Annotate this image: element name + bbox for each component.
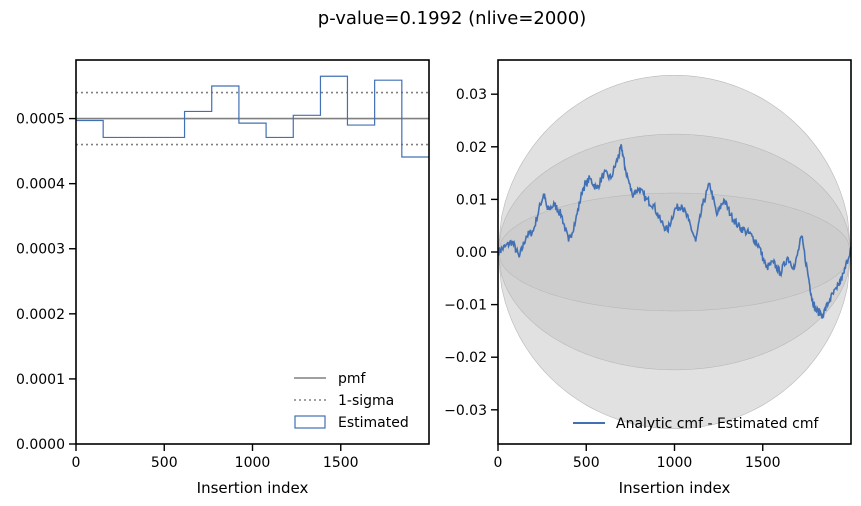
left-x-tick-label: 500 — [151, 455, 178, 471]
left-x-tick-label: 1500 — [323, 455, 359, 471]
right-x-tick-label: 0 — [494, 455, 503, 471]
right-x-tick-label: 1500 — [745, 455, 781, 471]
left-x-axis-label: Insertion index — [197, 479, 309, 497]
right-y-tick-label: 0.03 — [456, 87, 487, 103]
right-y-tick-label: 0.02 — [456, 140, 487, 156]
right-legend: Analytic cmf - Estimated cmf — [573, 416, 819, 432]
left-y-tick-label: 0.0002 — [16, 307, 65, 323]
right-x-axis-label: Insertion index — [619, 479, 731, 497]
right-y-tick-label: −0.02 — [444, 350, 487, 366]
right-x-tick-label: 1000 — [657, 455, 693, 471]
left-y-tick-label: 0.0000 — [16, 437, 65, 453]
left-x-tick-label: 0 — [72, 455, 81, 471]
left-x-tick-label: 1000 — [235, 455, 271, 471]
legend-estimated-swatch — [294, 415, 326, 429]
left-legend: pmf 1-sigma Estimated — [294, 371, 409, 431]
right-x-tick-label: 500 — [573, 455, 600, 471]
legend-pmf-label: pmf — [338, 371, 367, 387]
legend-cmf-diff-label: Analytic cmf - Estimated cmf — [616, 416, 819, 432]
legend-estimated-label: Estimated — [338, 415, 409, 431]
left-plot-area — [76, 75, 429, 158]
left-axes-frame — [75, 59, 430, 445]
cmf-difference-line — [497, 144, 852, 319]
left-chart: 0 500 1000 1500 0.0000 0.0001 0.0002 0.0003 0.00… — [16, 59, 430, 497]
legend-1sigma-label: 1-sigma — [338, 393, 394, 409]
figure-title: p-value=0.1992 (nlive=2000) — [318, 8, 586, 29]
estimated-step-line — [76, 75, 429, 158]
left-y-tick-label: 0.0003 — [16, 242, 65, 258]
right-y-tick-label: −0.01 — [444, 298, 487, 314]
left-y-tick-label: 0.0001 — [16, 372, 65, 388]
right-y-tick-label: −0.03 — [444, 403, 487, 419]
right-ticks: 0 500 1000 1500 0.03 0.02 0.01 0.00 −0.01 −0.02 −0… — [444, 87, 780, 471]
right-y-tick-label: 0.01 — [456, 192, 487, 208]
right-y-tick-label: 0.00 — [456, 245, 487, 261]
left-ticks: 0 500 1000 1500 0.0000 0.0001 0.0002 0.0003 0.00… — [16, 112, 359, 471]
right-plot-area — [497, 74, 852, 430]
left-y-tick-label: 0.0005 — [16, 112, 65, 128]
right-chart: 0 500 1000 1500 0.03 0.02 0.01 0.00 −0.01 −0.02 −0… — [444, 59, 852, 497]
left-y-tick-label: 0.0004 — [16, 177, 65, 193]
